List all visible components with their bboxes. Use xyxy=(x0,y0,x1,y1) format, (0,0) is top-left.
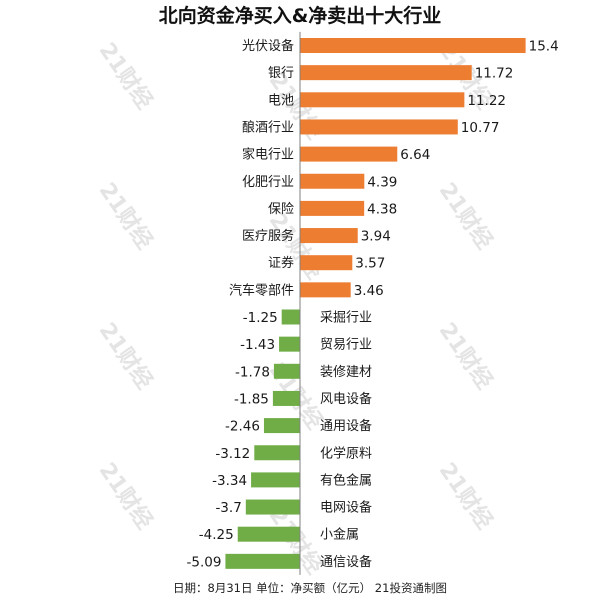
data-label: 11.22 xyxy=(467,93,506,109)
bar-net-buy xyxy=(300,119,458,135)
category-label: 酿酒行业 xyxy=(242,119,294,135)
data-label: -3.34 xyxy=(212,473,247,489)
label-layer: 光伏设备 15.4 银行 11.72 电池 11.22 酿酒行业 10.77 家电行业 6.64 化… xyxy=(186,38,558,570)
data-label: 15.4 xyxy=(529,39,559,55)
bar-net-sell xyxy=(245,499,300,515)
data-label: -1.25 xyxy=(243,310,278,326)
bar-net-buy xyxy=(300,38,526,53)
watermark: 21财经 xyxy=(94,178,158,254)
bar-net-buy xyxy=(300,173,365,189)
watermark: 21财经 xyxy=(434,458,498,534)
category-label: 光伏设备 xyxy=(242,38,294,54)
bar-net-buy xyxy=(300,282,351,298)
category-label: 化肥行业 xyxy=(242,175,294,190)
bar-net-sell xyxy=(281,309,300,325)
category-label: 保险 xyxy=(268,202,294,217)
data-label: -5.09 xyxy=(186,554,221,570)
watermark: 21财经 xyxy=(434,318,498,394)
data-label: 3.94 xyxy=(361,229,391,245)
category-label: 汽车零部件 xyxy=(229,282,294,298)
bar-net-buy xyxy=(300,255,353,271)
bar-net-buy xyxy=(300,92,465,108)
data-label: 6.64 xyxy=(400,147,430,163)
bar-net-buy xyxy=(300,65,472,81)
bar-net-sell xyxy=(251,472,300,488)
watermark: 21财经 xyxy=(94,458,158,534)
watermark: 21财经 xyxy=(94,38,158,114)
data-label: -1.78 xyxy=(235,364,270,380)
category-label: 贸易行业 xyxy=(320,338,372,353)
category-label: 银行 xyxy=(268,66,294,81)
data-label: -1.43 xyxy=(240,337,275,353)
category-label: 通用设备 xyxy=(320,418,372,434)
bar-net-buy xyxy=(300,200,365,216)
bar-net-sell xyxy=(263,418,300,434)
category-label: 化学原料 xyxy=(320,445,372,461)
category-label: 电池 xyxy=(268,93,294,108)
chart-footer-note: 日期：8月31日 单位：净买额（亿元） 21投资通制图 xyxy=(173,581,447,595)
category-label: 有色金属 xyxy=(320,472,372,488)
bar-net-sell xyxy=(237,526,300,542)
category-label: 小金属 xyxy=(320,527,359,543)
data-label: -4.25 xyxy=(199,527,234,543)
category-label: 采掘行业 xyxy=(320,311,372,326)
bar-net-sell xyxy=(273,363,300,379)
watermark: 21财经 xyxy=(264,208,328,284)
data-label: 3.46 xyxy=(354,283,384,299)
category-label: 装修建材 xyxy=(320,365,372,380)
bar-net-buy xyxy=(300,146,398,162)
data-label: 4.38 xyxy=(367,201,397,217)
data-label: 3.57 xyxy=(355,256,385,272)
data-label: -1.85 xyxy=(234,391,269,407)
data-label: 11.72 xyxy=(475,66,514,82)
category-label: 证券 xyxy=(268,255,294,271)
category-label: 电网设备 xyxy=(320,500,372,516)
data-label: 10.77 xyxy=(461,120,500,136)
chart-title: 北向资金净买入&净卖出十大行业 xyxy=(159,4,442,27)
category-label: 医疗服务 xyxy=(242,228,294,244)
bar-net-sell xyxy=(279,336,300,352)
watermark: 21财经 xyxy=(94,318,158,394)
data-label: -2.46 xyxy=(225,419,260,435)
data-label: -3.12 xyxy=(215,446,250,462)
category-label: 家电行业 xyxy=(242,147,294,163)
watermark-layer: 21财经21财经21财经21财经21财经21财经21财经21财经21财经21财经… xyxy=(94,38,498,579)
bar-net-sell xyxy=(225,553,300,569)
bar-net-buy xyxy=(300,228,358,244)
bar-series xyxy=(225,38,526,569)
watermark: 21财经 xyxy=(434,178,498,254)
data-label: 4.39 xyxy=(367,174,397,190)
bar-net-sell xyxy=(272,390,300,406)
category-label: 通信设备 xyxy=(320,554,372,570)
data-label: -3.7 xyxy=(215,500,241,516)
category-label: 风电设备 xyxy=(320,391,372,407)
bar-net-sell xyxy=(254,445,300,461)
